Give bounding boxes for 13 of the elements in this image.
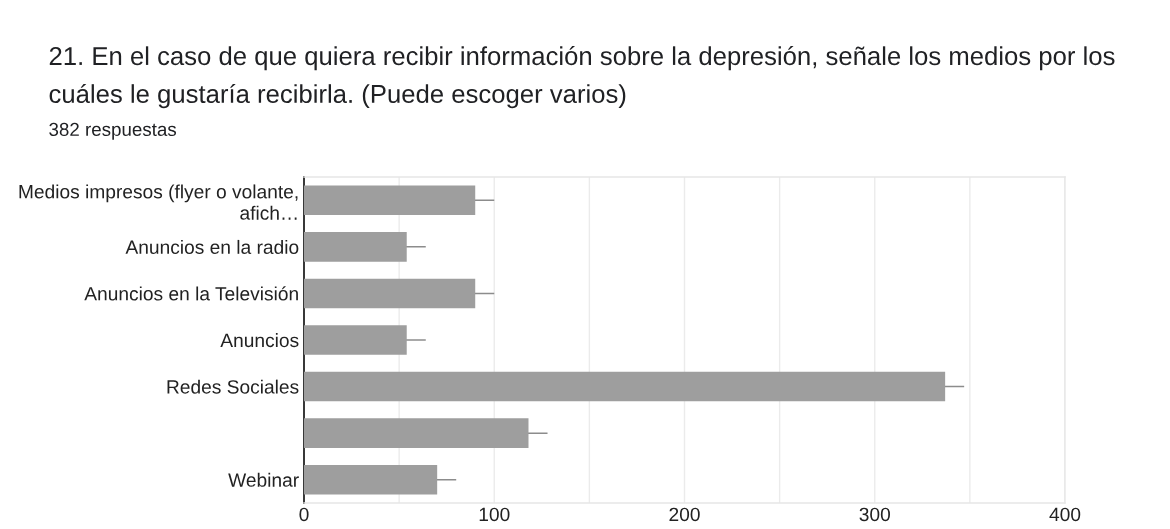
- y-tick-label: Anuncios: [220, 333, 299, 348]
- text: 382 respuestas: [49, 122, 177, 140]
- y-tick-label: Medios impresos (flyer o volante, afich…: [19, 184, 298, 220]
- x-tick-label: 300: [859, 507, 890, 522]
- y-tick-label: Redes Sociales: [167, 379, 299, 394]
- y-tick-label: Webinar: [228, 472, 299, 487]
- x-tick-label: 200: [669, 507, 700, 522]
- chart-title: 21. En el caso de que quiera recibir información sobre la depresión, señale los medios por los cuáles le gustaría recibirla. (Puede escoger varios): [49, 46, 1115, 109]
- x-tick-label: 100: [479, 507, 510, 522]
- y-tick-label: Anuncios en la Televisión: [84, 286, 298, 301]
- y-tick-label: Anuncios en la radio: [125, 239, 299, 254]
- x-tick-label: 400: [1049, 507, 1081, 522]
- x-tick-label: 0: [299, 507, 309, 522]
